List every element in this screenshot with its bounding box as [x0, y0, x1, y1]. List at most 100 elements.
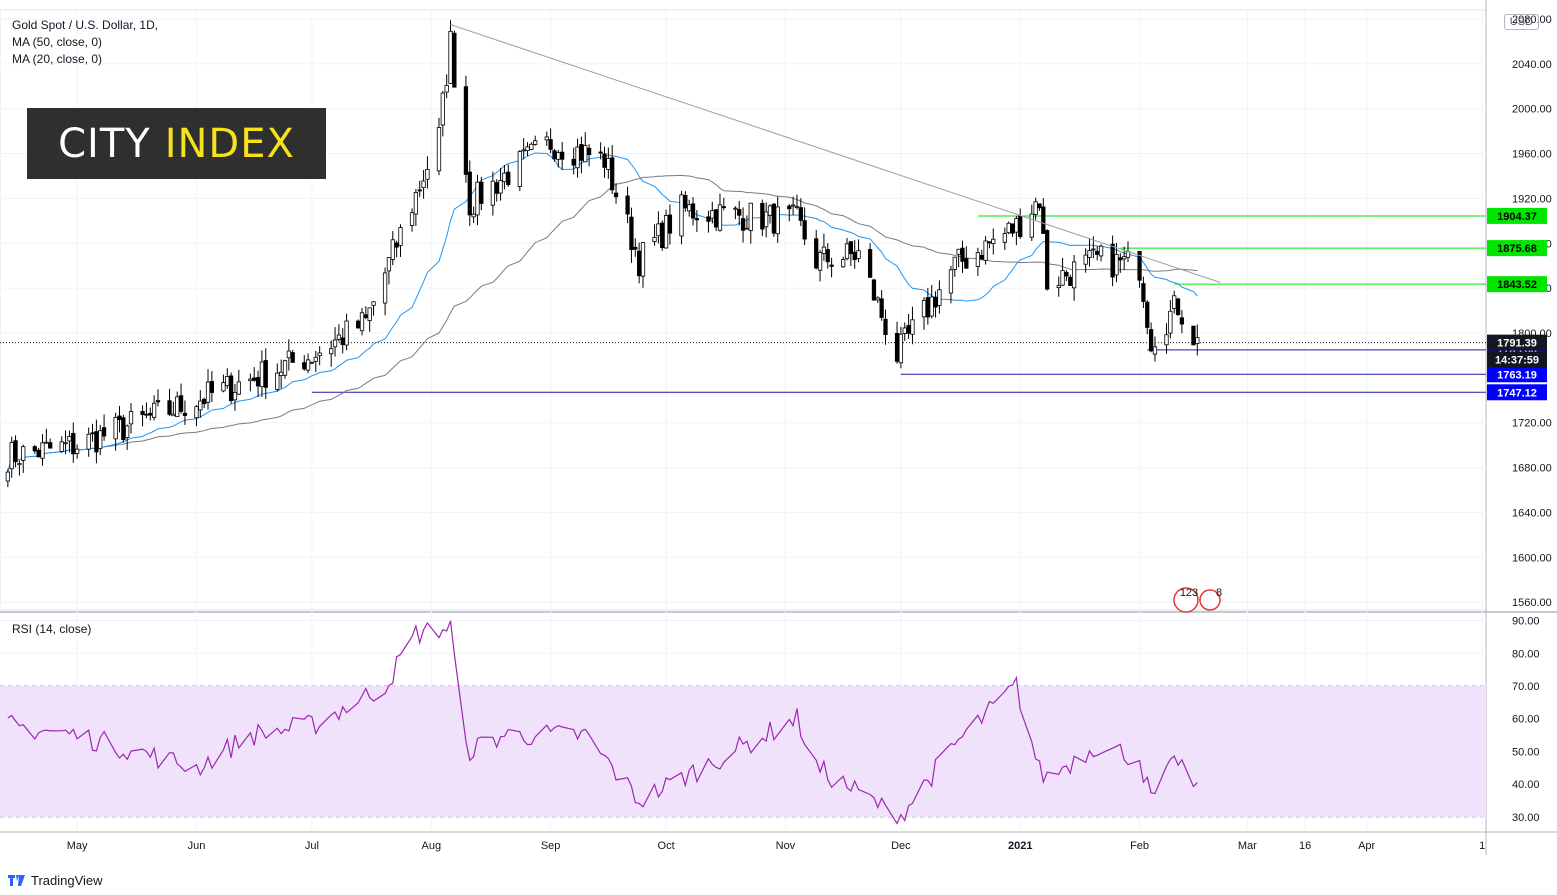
legend-ma50[interactable]: MA (50, close, 0) — [12, 35, 103, 49]
candle-body — [221, 382, 226, 392]
candle-body — [583, 145, 588, 163]
time-tick-label: Feb — [1130, 840, 1149, 852]
candle-body — [382, 272, 388, 304]
candle-body — [475, 181, 480, 216]
price-tick-label: 1680.00 — [1512, 463, 1552, 475]
resistance-tag-bg — [1487, 207, 1547, 224]
candle-body — [13, 440, 18, 463]
candle-body — [798, 207, 803, 221]
candle-body — [1095, 250, 1100, 255]
logo-index: INDEX — [164, 120, 295, 167]
time-tick-label: 1 — [1479, 840, 1485, 852]
candle-body — [613, 192, 619, 198]
candle-body — [737, 209, 742, 216]
candlesticks — [5, 20, 1200, 488]
candle-body — [413, 192, 419, 215]
candle-body — [94, 431, 99, 453]
candle-body — [1195, 337, 1200, 344]
candle-body — [721, 206, 726, 209]
candle-body — [744, 227, 750, 230]
candle-body — [275, 372, 280, 390]
candle-body — [883, 318, 888, 336]
candle-body — [1122, 256, 1127, 260]
candle-body — [740, 218, 746, 231]
candle-body — [356, 320, 361, 329]
badge-extra: 8 — [1216, 587, 1222, 599]
candle-body — [205, 381, 211, 403]
candle-body — [479, 181, 484, 204]
rsi-tick-label: 70.00 — [1512, 681, 1540, 693]
time-tick-label: 2021 — [1008, 840, 1032, 852]
candle-body — [1014, 218, 1019, 233]
candle-body — [421, 180, 426, 189]
candle-body — [148, 412, 153, 416]
candle-body — [498, 180, 503, 194]
candle-body — [1137, 251, 1142, 281]
price-tick-label: 2000.00 — [1512, 104, 1552, 116]
tradingview-branding[interactable]: TradingView — [8, 873, 103, 888]
rsi-path — [7, 620, 1198, 825]
candle-body — [286, 350, 291, 359]
city-index-logo: CITY INDEX — [27, 108, 326, 179]
candle-body — [282, 360, 288, 376]
candle-body — [144, 413, 149, 416]
candle-body — [637, 250, 642, 277]
candle-body — [202, 398, 207, 405]
candle-body — [398, 227, 403, 246]
candle-body — [140, 410, 145, 416]
candle-body — [586, 147, 592, 156]
resistance-tag-label: 1875.68 — [1497, 243, 1537, 255]
currency-label[interactable]: USD — [1503, 14, 1539, 30]
candle-body — [956, 248, 961, 255]
resistance-tag-bg — [1487, 276, 1547, 293]
candle-body — [706, 216, 711, 222]
candle-body — [332, 339, 338, 348]
last-price-tag-label: 1791.39 — [1497, 338, 1537, 350]
price-axis: 2080.002040.002000.001960.001920.001880.… — [1512, 14, 1552, 824]
candle-body — [1091, 248, 1096, 251]
candle-body — [236, 381, 241, 395]
candle-body — [902, 327, 907, 334]
time-tick-label: Oct — [658, 840, 675, 852]
candle-body — [894, 332, 900, 362]
candle-body — [128, 411, 134, 425]
candle-body — [9, 442, 14, 470]
candle-body — [529, 143, 534, 150]
candle-body — [694, 218, 700, 221]
candle-body — [344, 320, 349, 346]
rsi-tick-label: 30.00 — [1512, 812, 1540, 824]
candle-body — [21, 446, 26, 461]
price-tick-label: 1560.00 — [1512, 597, 1552, 609]
legend-ma20[interactable]: MA (20, close, 0) — [12, 52, 103, 66]
candle-body — [517, 151, 522, 187]
last-price-tag-bg — [1487, 334, 1547, 351]
time-tick-label: Dec — [891, 840, 911, 852]
candle-body — [228, 375, 234, 402]
candle-body — [875, 297, 880, 301]
rsi-legend[interactable]: RSI (14, close) — [12, 622, 92, 636]
candle-body — [1110, 243, 1115, 278]
candle-body — [259, 361, 265, 387]
candle-body — [340, 337, 345, 345]
candle-body — [544, 136, 549, 141]
candle-body — [610, 157, 615, 191]
price-tags: 1904.371875.681843.521785.001763.191747.… — [1487, 207, 1547, 401]
candle-body — [182, 412, 188, 416]
candle-body — [683, 195, 688, 209]
candle-body — [1002, 233, 1007, 243]
candle-body — [1018, 215, 1023, 238]
candle-body — [121, 417, 126, 441]
candle-body — [656, 223, 661, 237]
candle-body — [825, 249, 830, 263]
candle-body — [1152, 346, 1158, 355]
candle-body — [1175, 298, 1181, 316]
support-tag-label: 1763.19 — [1497, 369, 1537, 381]
time-tick-label: Mar — [1238, 840, 1257, 852]
candle-body — [983, 240, 988, 261]
candle-body — [440, 92, 445, 126]
candle-body — [867, 249, 873, 278]
rsi-tick-label: 40.00 — [1512, 779, 1540, 791]
candle-body — [548, 139, 553, 150]
economic-events-badge[interactable]: 123 8 — [1173, 587, 1222, 613]
